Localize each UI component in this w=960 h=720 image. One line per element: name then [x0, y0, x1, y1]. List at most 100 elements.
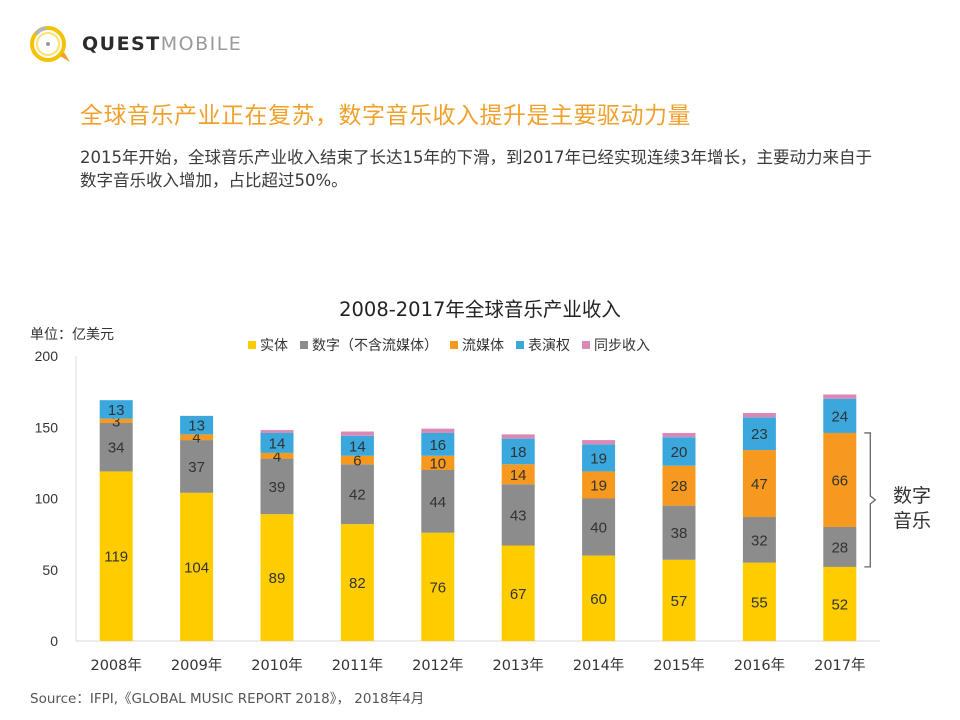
bar-segment	[501, 545, 535, 641]
data-label: 16	[429, 437, 446, 454]
x-tick-label: 2015年	[653, 657, 704, 674]
bar-segment	[99, 422, 133, 472]
data-label: 44	[429, 494, 446, 511]
data-label: 104	[184, 559, 209, 576]
bar-segment	[180, 440, 214, 493]
bar-segment	[823, 566, 857, 641]
annotation-line-1: 数字	[893, 485, 932, 507]
x-tick-label: 2009年	[171, 657, 222, 674]
digital-music-annotation: 数字 音乐	[893, 484, 943, 534]
data-label: 14	[349, 438, 366, 455]
y-tick-label: 150	[35, 419, 59, 435]
data-label: 13	[108, 402, 125, 419]
y-tick-label: 0	[50, 633, 58, 649]
y-tick-label: 100	[35, 491, 59, 507]
x-tick-label: 2014年	[573, 657, 624, 674]
bar-segment	[180, 492, 214, 641]
legend-swatch-digital	[300, 341, 308, 349]
bar-segment	[662, 505, 696, 560]
data-label: 34	[108, 440, 125, 457]
legend-label: 流媒体	[462, 338, 504, 354]
source-note: Source：IFPI,《GLOBAL MUSIC REPORT 2018》， …	[30, 691, 425, 707]
annotation-line-2: 音乐	[893, 510, 932, 532]
data-label: 24	[831, 408, 848, 425]
bar-segment	[340, 455, 374, 465]
legend-label: 同步收入	[594, 338, 650, 354]
bar-segment	[421, 455, 455, 470]
chart-legend: 实体 数字（不含流媒体） 流媒体 表演权 同步收入	[248, 335, 662, 355]
bar-segment	[260, 430, 294, 433]
bracket-icon	[864, 432, 877, 568]
page-headline: 全球音乐产业正在复苏，数字音乐收入提升是主要驱动力量	[80, 103, 691, 129]
data-label: 13	[188, 418, 205, 435]
brand-name: QUESTMOBILE	[82, 33, 242, 55]
data-label: 19	[590, 450, 607, 467]
data-label: 52	[831, 596, 848, 613]
legend-swatch-sync	[582, 341, 590, 349]
bar-segment	[99, 418, 133, 423]
data-label: 10	[429, 455, 446, 472]
bar-segment	[742, 562, 776, 641]
bar-segment	[823, 527, 857, 567]
bar-segment	[823, 432, 857, 527]
x-tick-label: 2017年	[814, 657, 865, 674]
x-tick-label: 2012年	[412, 657, 463, 674]
bar-segment	[180, 415, 214, 435]
bar-segment	[582, 498, 616, 556]
page-description: 2015年开始，全球音乐产业收入结束了长达15年的下滑，到2017年已经实现连续…	[80, 148, 872, 190]
data-label: 60	[590, 591, 607, 608]
legend-item-digital: 数字（不含流媒体）	[300, 335, 438, 355]
data-label: 14	[269, 435, 286, 452]
bar-segment	[662, 465, 696, 506]
data-label: 55	[751, 594, 768, 611]
bar-segment	[421, 428, 455, 433]
data-label: 47	[751, 476, 768, 493]
data-label: 57	[671, 593, 688, 610]
data-label: 18	[510, 444, 527, 461]
legend-item-performance: 表演权	[516, 335, 570, 355]
data-label: 67	[510, 586, 527, 603]
bar-segment	[260, 432, 294, 453]
bar-segment	[662, 559, 696, 641]
brand-name-bold: QUEST	[82, 33, 161, 55]
bar-segment	[582, 444, 616, 472]
bar-segment	[501, 434, 535, 439]
bar-segment	[99, 471, 133, 641]
data-label: 40	[590, 520, 607, 537]
data-label: 43	[510, 507, 527, 524]
bar-segment	[742, 450, 776, 518]
data-label: 119	[104, 549, 128, 566]
legend-swatch-physical	[248, 341, 256, 349]
x-tick-label: 2016年	[734, 657, 785, 674]
bar-segment	[742, 517, 776, 563]
x-tick-label: 2010年	[251, 657, 302, 674]
bar-segment	[582, 440, 616, 445]
y-tick-label: 200	[35, 348, 59, 364]
y-tick-label: 50	[42, 562, 58, 578]
data-label: 19	[590, 477, 607, 494]
bar-segment	[501, 484, 535, 546]
data-label: 28	[671, 478, 688, 495]
questmobile-logo: QUESTMOBILE	[26, 22, 242, 66]
legend-item-sync: 同步收入	[582, 335, 650, 355]
bar-segment	[421, 432, 455, 456]
data-label: 89	[269, 570, 286, 587]
data-label: 23	[751, 426, 768, 443]
bar-segment	[340, 464, 374, 525]
bar-segment	[582, 471, 616, 499]
data-label: 82	[349, 575, 366, 592]
bar-segment	[501, 464, 535, 485]
data-label: 66	[831, 472, 848, 489]
x-tick-label: 2008年	[90, 657, 141, 674]
data-label: 76	[429, 579, 446, 596]
legend-label: 表演权	[528, 338, 570, 354]
logo-mark-icon	[30, 26, 70, 62]
data-label: 4	[192, 430, 200, 447]
data-label: 20	[671, 444, 688, 461]
bar-segment	[662, 437, 696, 466]
bar-segment	[742, 417, 776, 451]
bar-segment	[99, 400, 133, 419]
legend-swatch-streaming	[450, 341, 458, 349]
brand-name-light: MOBILE	[160, 33, 243, 55]
